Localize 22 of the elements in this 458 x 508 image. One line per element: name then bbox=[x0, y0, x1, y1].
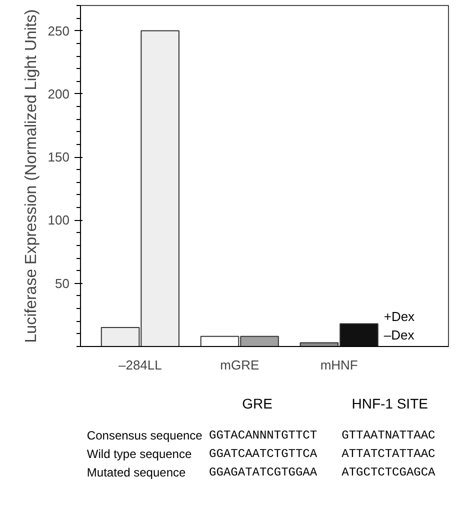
y-axis-title: Luciferase Expression (Normalized Light Units) bbox=[22, 9, 40, 343]
text: HNF-1 SITE bbox=[352, 396, 428, 412]
text: ATGCTCTCGAGCA bbox=[342, 466, 436, 480]
text: GGATCAATCTGTTCA bbox=[209, 447, 318, 462]
y-tick-label: 100 bbox=[48, 212, 70, 228]
text: GGTACANNNTGTTCT bbox=[209, 428, 318, 443]
text: Mutated sequence bbox=[86, 466, 186, 480]
text: GGAGATATCGTGGAA bbox=[209, 466, 318, 480]
text: GTTAATNATTAAC bbox=[342, 428, 436, 443]
text: Wild type sequence bbox=[86, 447, 192, 462]
y-tick-label: 50 bbox=[55, 276, 70, 291]
y-tick-label: 150 bbox=[48, 150, 70, 165]
y-tick-label: 200 bbox=[48, 86, 70, 102]
text: –Dex bbox=[384, 328, 415, 343]
text: Consensus sequence bbox=[86, 428, 203, 443]
x-tick-label: mHNF bbox=[320, 358, 358, 372]
text: GRE bbox=[242, 396, 272, 412]
y-tick-label: 250 bbox=[48, 23, 70, 38]
text: ATTATCTATTAAC bbox=[342, 447, 436, 462]
series-label: +Dex bbox=[384, 308, 416, 324]
x-tick-label: mGRE bbox=[220, 358, 260, 372]
x-tick-label: –284LL bbox=[118, 358, 162, 372]
